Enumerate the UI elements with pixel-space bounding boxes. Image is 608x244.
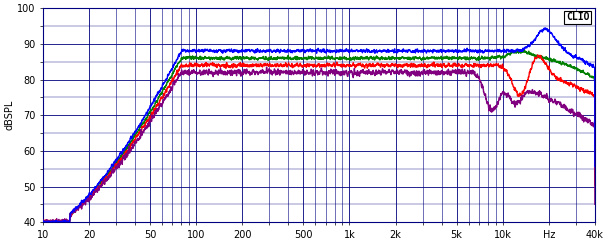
Text: CLIO: CLIO [566, 12, 589, 22]
Y-axis label: dBSPL: dBSPL [4, 100, 14, 130]
